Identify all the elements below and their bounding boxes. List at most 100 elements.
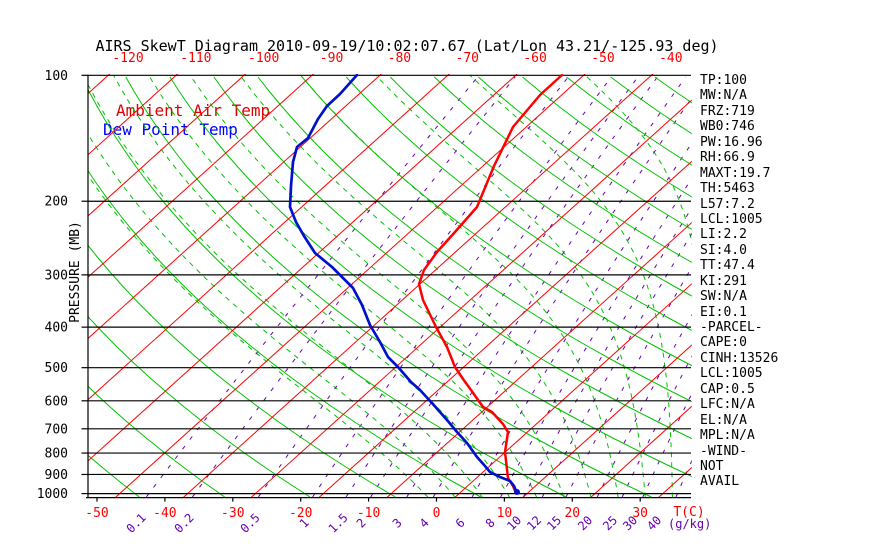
stat-row: MW:N/A: [700, 88, 747, 104]
dry-adiabat-line: [125, 76, 652, 498]
stat-row: LI:2.2: [700, 227, 747, 243]
pressure-tick-label: 700: [45, 422, 68, 437]
isotherm-line: [453, 283, 692, 498]
moist-adiabat-line: [189, 75, 565, 498]
stat-row: PW:16.96: [700, 134, 763, 150]
top-temp-label: -110: [180, 51, 211, 66]
mixing-ratio-label: 3: [390, 516, 405, 531]
moist-adiabat-line: [469, 74, 673, 498]
pressure-tick-label: 200: [45, 195, 68, 210]
bottom-temp-label: -10: [357, 506, 380, 521]
stat-row: EL:N/A: [700, 412, 747, 428]
mixing-ratio-label: 1.5: [326, 511, 351, 536]
pressure-tick-label: 300: [45, 268, 68, 283]
top-temp-label: -80: [388, 51, 411, 66]
isotherm-line: [88, 74, 518, 462]
isotherm-line: [385, 221, 692, 498]
stat-row: WB0:746: [700, 119, 755, 135]
top-temp-label: -70: [456, 51, 479, 66]
dry-adiabat-line: [433, 76, 692, 263]
stat-row: TT:47.4: [700, 258, 755, 274]
bottom-temp-label: -40: [153, 506, 176, 521]
bottom-temp-label: 30: [632, 506, 648, 521]
stat-row: CAPE:0: [700, 335, 747, 351]
mixing-ratio-label: 0.1: [124, 511, 149, 536]
stat-row: KI:291: [700, 273, 747, 289]
mixing-ratio-line: [191, 76, 516, 498]
dry-adiabat-line: [88, 169, 481, 498]
isotherm-line: [318, 160, 692, 498]
isotherm-line: [521, 344, 692, 498]
bottom-temp-label: 20: [564, 506, 580, 521]
stat-row: FRZ:719: [700, 103, 755, 119]
stat-row: EI:0.1: [700, 304, 747, 320]
moist-adiabat-line: [585, 74, 692, 245]
moist-adiabat-line: [148, 75, 538, 498]
moist-adiabat-line: [113, 75, 510, 498]
bottom-temp-label: -20: [289, 506, 312, 521]
stat-row: TH:5463: [700, 181, 755, 197]
isotherm-line: [88, 74, 315, 278]
mixing-ratio-line: [471, 142, 692, 498]
pressure-tick-label: 500: [45, 361, 68, 376]
pressure-axis-label: PRESSURE (MB): [68, 221, 83, 323]
mixing-ratio-label: 8: [483, 516, 498, 531]
mixing-ratio-label: 25: [600, 513, 620, 533]
mixing-ratio-line: [406, 76, 687, 498]
mixing-ratio-line: [541, 232, 692, 498]
dry-adiabat-line: [88, 244, 396, 498]
top-temp-label: -100: [248, 51, 279, 66]
dry-adiabat-line: [345, 76, 692, 332]
stat-row: -WIND-: [700, 443, 747, 459]
pressure-tick-label: 400: [45, 321, 68, 336]
stat-row: SW:N/A: [700, 289, 747, 305]
mixing-ratio-line: [257, 76, 569, 498]
top-temp-label: -50: [591, 51, 614, 66]
mixing-ratio-line: [432, 96, 692, 498]
legend-dew-point-label: Dew Point Temp: [103, 120, 238, 139]
dry-adiabat-line: [88, 88, 567, 498]
dew-point-trace: [288, 74, 519, 495]
temp-unit-label: T(C): [673, 505, 704, 520]
moist-adiabat-line: [375, 74, 646, 498]
air-temp-trace: [417, 74, 564, 495]
mixing-ratio-line: [522, 207, 692, 498]
stats-panel: TP:100 MW:N/A FRZ:719 WB0:746 PW:16.96 RH:66.…: [700, 73, 778, 490]
dry-adiabat-line: [169, 76, 692, 478]
stat-row: TP:100: [700, 73, 747, 88]
mixing-ratio-line: [370, 76, 658, 498]
isotherm-line: [589, 405, 692, 498]
stat-row: NOT: [700, 458, 724, 474]
isotherm-line: [250, 99, 692, 498]
sounding-traces-layer: [288, 74, 564, 495]
bottom-temp-label: 10: [497, 506, 513, 521]
stat-row: SI:4.0: [700, 242, 747, 258]
isotherm-line: [88, 74, 247, 217]
top-temp-label: -90: [320, 51, 343, 66]
isotherm-line: [182, 74, 654, 498]
pressure-tick-label: 100: [45, 69, 68, 84]
moist-adiabat-line: [88, 83, 483, 498]
bottom-temp-label: -50: [85, 506, 108, 521]
isotherm-line: [88, 74, 450, 401]
stat-row: AVAIL: [700, 474, 740, 490]
dry-adiabat-line: [566, 76, 692, 166]
moist-adiabat-line: [88, 174, 429, 498]
dry-adiabat-line: [389, 76, 692, 297]
mixing-ratio-line: [345, 76, 639, 498]
stat-row: LFC:N/A: [700, 397, 755, 413]
field-lines-layer: [88, 74, 692, 498]
chart-title: AIRS SkewT Diagram 2010-09-19/10:02:07.6…: [95, 37, 719, 55]
dew-point-end-marker: [514, 489, 520, 495]
stat-row: MAXT:19.7: [700, 165, 771, 181]
pressure-tick-label: 800: [45, 447, 68, 462]
stat-row: CAP:0.5: [700, 381, 755, 397]
top-temp-label: -120: [112, 51, 143, 66]
mixing-ratio-label: 12: [524, 513, 544, 533]
stat-row: LCL:1005: [700, 366, 763, 382]
stat-row: LCL:1005: [700, 211, 763, 227]
stat-row: CINH:13526: [700, 350, 779, 366]
bottom-temp-label: 0: [433, 506, 441, 521]
